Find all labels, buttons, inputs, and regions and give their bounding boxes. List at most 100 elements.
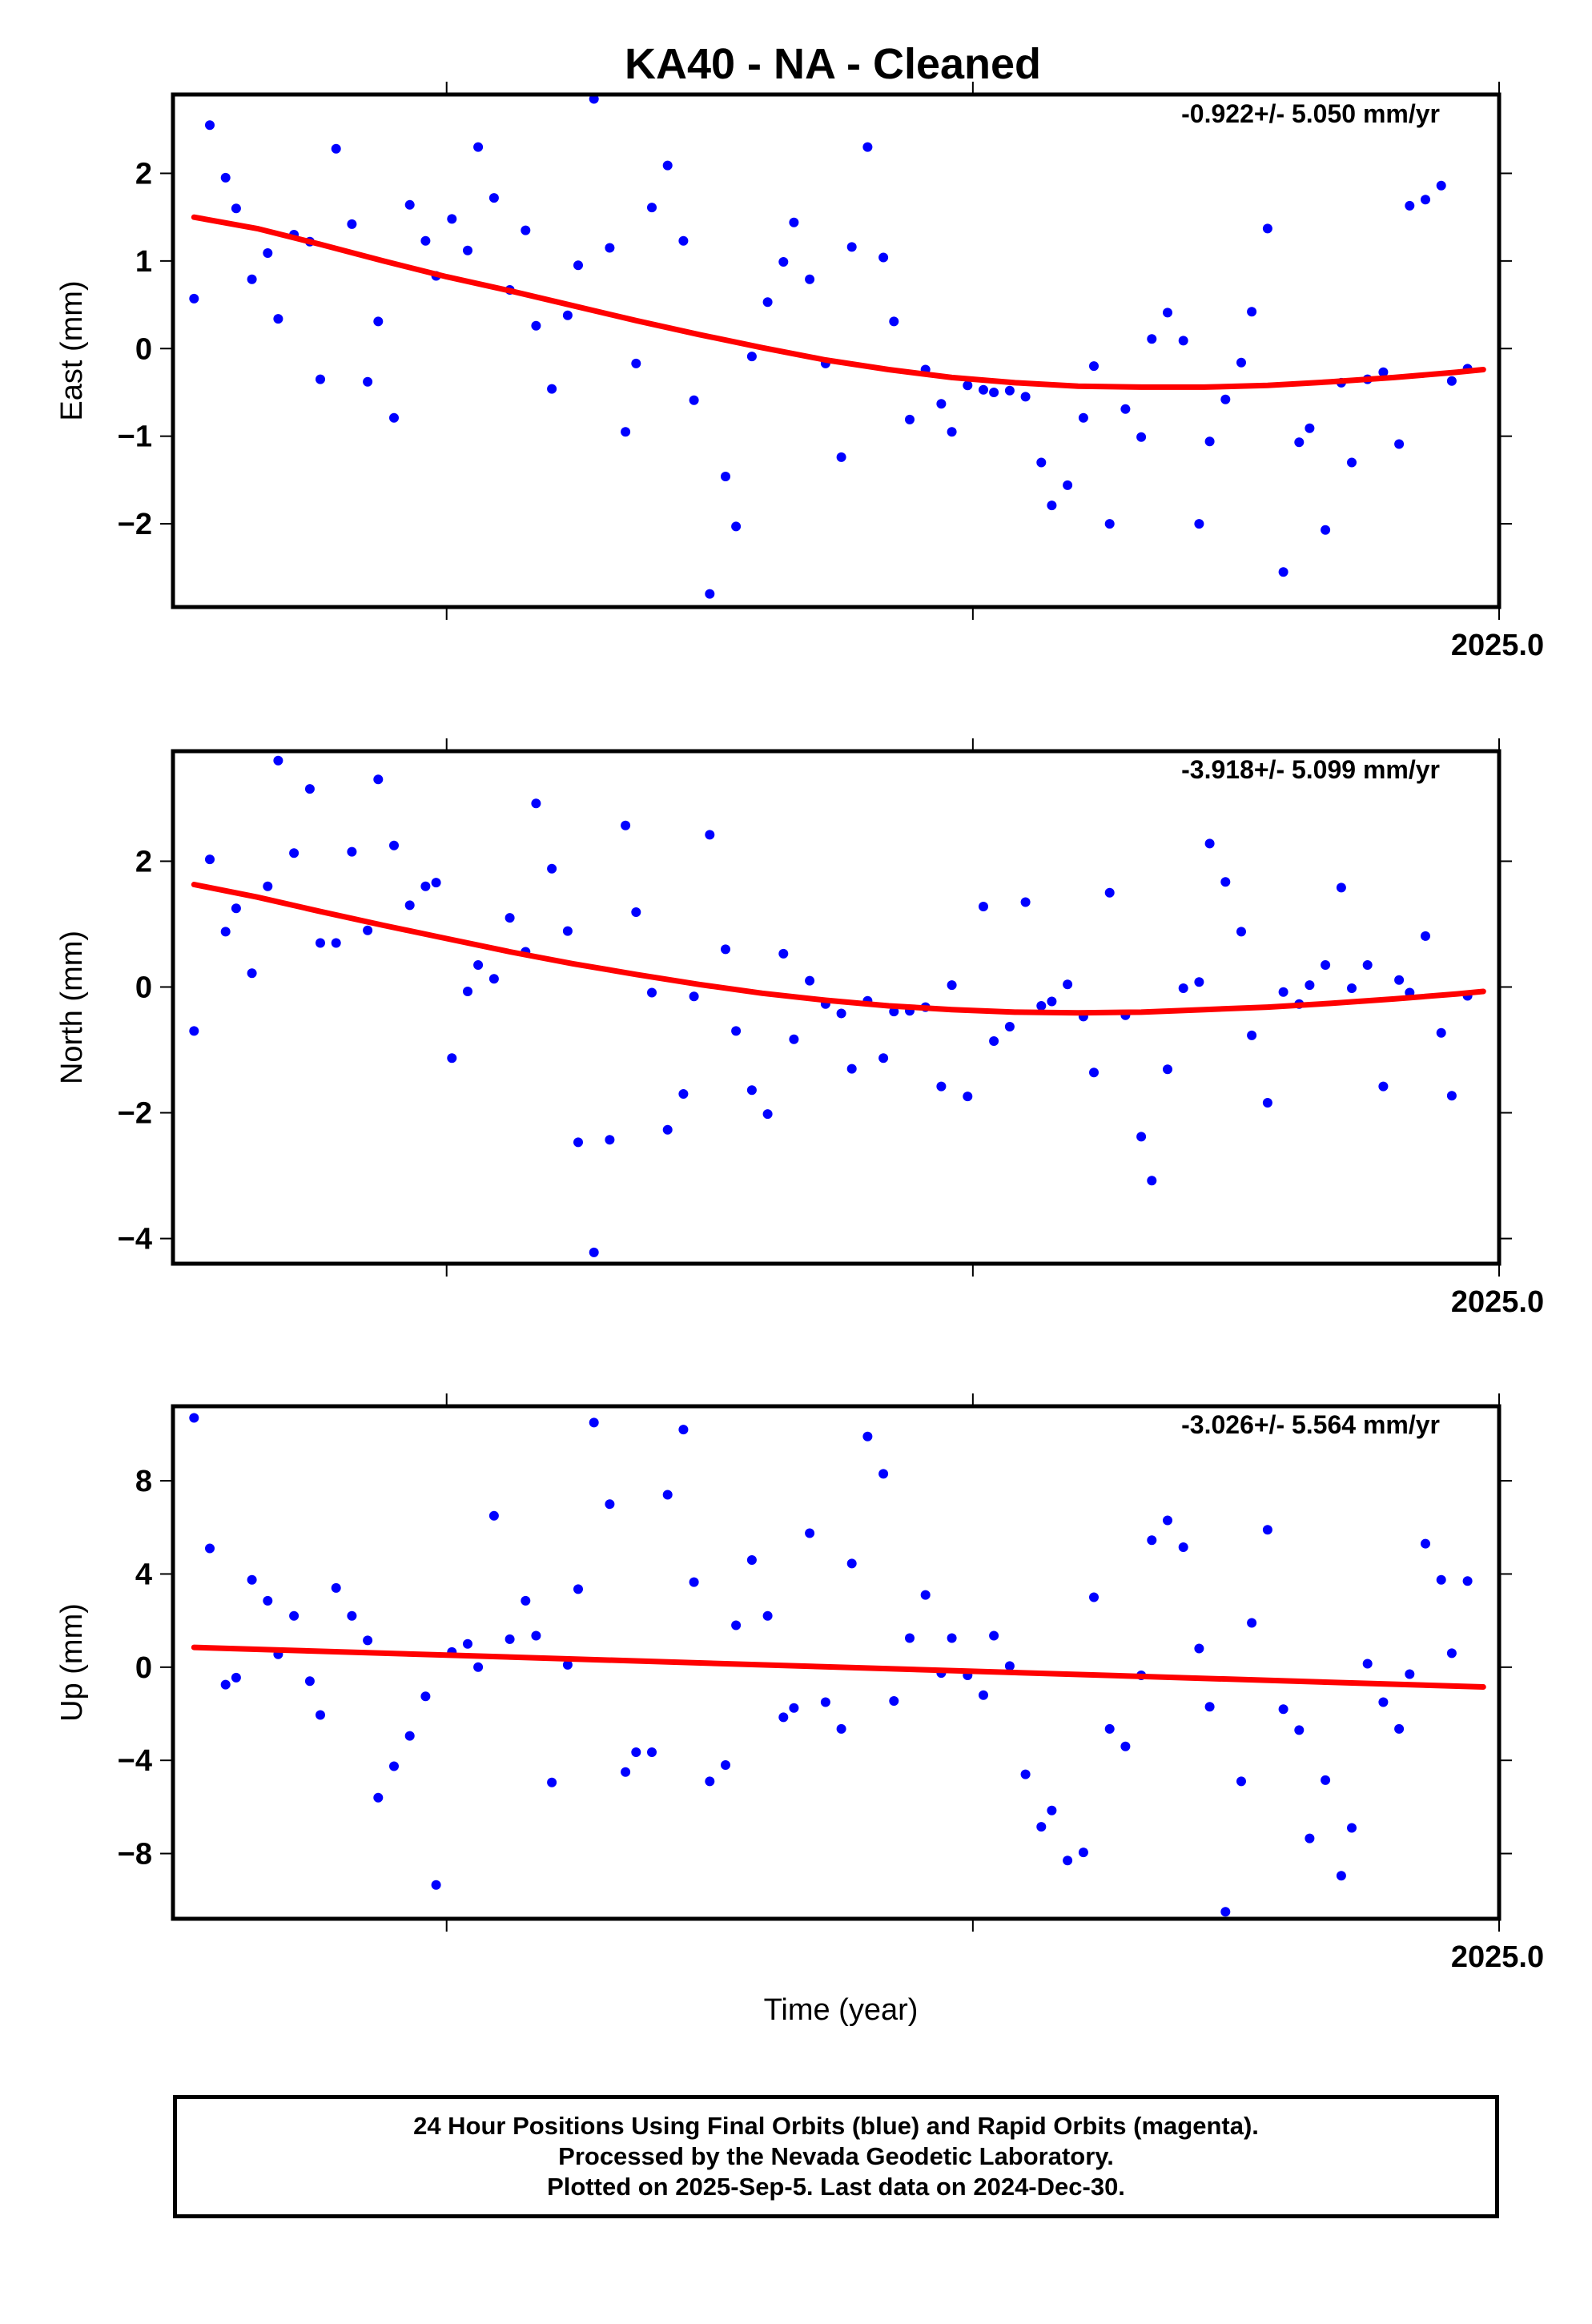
north-data-point	[1194, 977, 1204, 987]
east-data-point	[1120, 404, 1131, 414]
east-frame	[171, 92, 1502, 609]
north-data-point	[705, 830, 715, 840]
east-data-point	[263, 248, 273, 258]
east-data-point	[1278, 567, 1288, 577]
north-data-point	[979, 902, 988, 911]
east-y-tick-label: 0	[135, 332, 152, 366]
up-data-point	[662, 1490, 673, 1500]
up-data-point	[289, 1610, 300, 1621]
east-y-tick-label: 1	[135, 245, 152, 279]
north-data-point	[562, 926, 573, 936]
up-data-point	[805, 1528, 815, 1538]
east-data-point	[762, 297, 773, 308]
east-data-point	[205, 120, 215, 131]
up-data-point	[1294, 1725, 1305, 1735]
north-frame	[171, 749, 1502, 1266]
east-y-tick-label: −2	[118, 508, 152, 541]
up-x-end-label: 2025.0	[1451, 1940, 1544, 1974]
up-data-point	[1347, 1823, 1357, 1833]
north-data-point	[1362, 960, 1373, 970]
east-data-point	[1394, 439, 1405, 449]
north-data-point	[1220, 877, 1231, 887]
north-rate-label: -3.918+/- 5.099 mm/yr	[1181, 755, 1440, 784]
east-data-point	[621, 427, 631, 437]
up-data-point	[1178, 1542, 1188, 1552]
north-data-point	[420, 881, 431, 891]
north-y-tick-label: 0	[135, 971, 152, 1004]
up-y-axis-label: Up (mm)	[55, 1603, 89, 1722]
up-data-point	[547, 1777, 557, 1787]
north-data-point	[1336, 883, 1346, 893]
north-data-point	[289, 848, 300, 858]
north-data-point	[1204, 838, 1215, 849]
chart-title: KA40 - NA - Cleaned	[625, 40, 1041, 88]
east-data-point	[979, 384, 988, 395]
north-data-point	[846, 1063, 857, 1074]
east-data-point	[963, 380, 973, 391]
east-data-point	[420, 235, 431, 246]
east-data-point	[1262, 223, 1272, 234]
up-data-point	[1120, 1741, 1131, 1751]
up-data-point	[573, 1584, 583, 1594]
east-data-point	[1446, 376, 1457, 386]
up-data-point	[878, 1469, 889, 1479]
north-data-point	[1163, 1064, 1172, 1075]
north-data-point	[373, 774, 384, 785]
east-data-point	[189, 293, 199, 304]
east-data-point	[531, 320, 541, 331]
east-data-point	[247, 274, 257, 284]
north-data-point	[547, 863, 557, 874]
north-data-point	[1089, 1068, 1099, 1078]
north-data-point	[473, 960, 484, 970]
footer-line-2: Processed by the Nevada Geodetic Laborat…	[558, 2142, 1114, 2170]
north-x-end-label: 2025.0	[1451, 1285, 1544, 1319]
north-data-point	[273, 755, 283, 766]
east-data-point	[778, 257, 789, 267]
north-data-point	[731, 1026, 742, 1036]
up-y-tick-label: 0	[135, 1651, 152, 1685]
north-data-point	[1104, 887, 1115, 898]
up-data-point	[247, 1574, 257, 1585]
north-data-point	[1446, 1091, 1457, 1101]
east-data-point	[1104, 519, 1115, 529]
north-data-point	[1036, 1001, 1047, 1011]
east-data-point	[721, 472, 730, 481]
up-panel: -3.026+/- 5.564 mm/yr Up (mm) 2025.0	[55, 1410, 1544, 1974]
north-data-point	[205, 854, 215, 865]
north-data-point	[463, 987, 472, 996]
north-data-point	[789, 1034, 799, 1044]
north-data-point	[1136, 1132, 1147, 1142]
east-data-point	[1294, 437, 1305, 448]
up-data-point	[473, 1662, 484, 1672]
east-data-point	[1047, 501, 1057, 511]
north-data-point	[389, 840, 399, 850]
east-data-point	[836, 452, 846, 462]
north-y-tick-label: −4	[118, 1223, 152, 1256]
up-data-point	[1321, 1775, 1331, 1785]
east-data-point	[605, 243, 615, 253]
up-data-point	[1004, 1661, 1015, 1671]
north-y-tick-label: −2	[118, 1097, 152, 1131]
north-data-point	[621, 820, 631, 830]
north-data-point	[1305, 980, 1315, 991]
up-data-point	[778, 1712, 789, 1723]
north-data-point	[447, 1053, 457, 1063]
north-data-point	[746, 1085, 757, 1096]
north-plot-area: 2 0 −2 −4	[118, 738, 1512, 1277]
east-data-point	[789, 217, 799, 227]
east-data-point	[746, 352, 757, 362]
east-data-point	[1236, 357, 1246, 368]
up-data-point	[231, 1672, 241, 1683]
north-data-point	[231, 903, 241, 914]
east-data-point	[1247, 307, 1257, 317]
east-x-end-label: 2025.0	[1451, 629, 1544, 662]
up-data-point	[316, 1710, 325, 1720]
east-data-point	[662, 160, 673, 171]
north-data-point	[1278, 987, 1288, 997]
east-data-point	[1147, 334, 1157, 344]
north-data-point	[589, 1247, 599, 1257]
up-data-point	[1362, 1659, 1373, 1669]
up-data-point	[1220, 1907, 1231, 1917]
north-data-point	[689, 991, 699, 1002]
